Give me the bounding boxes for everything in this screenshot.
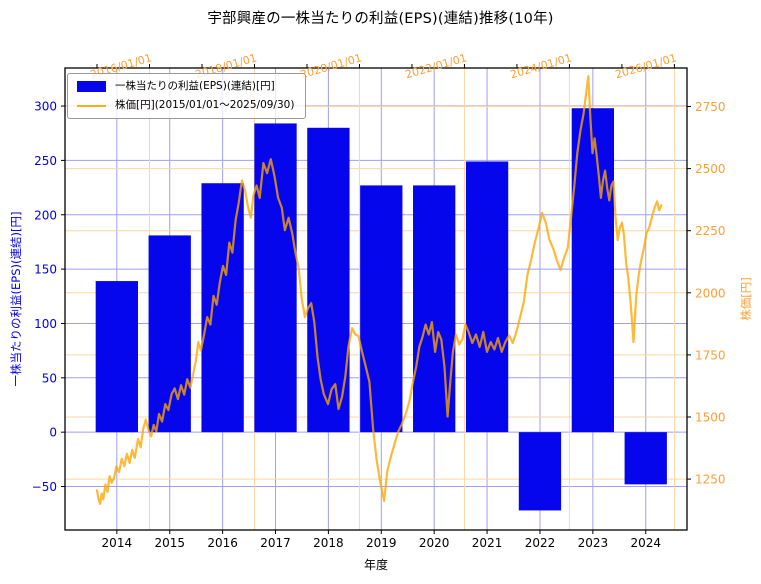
right-tick-label-1250: 1250 (695, 473, 726, 487)
left-tick-label-150: 150 (34, 263, 57, 277)
bottom-tick-label-2019: 2019 (366, 536, 397, 550)
chart-title: 宇部興産の一株当たりの利益(EPS)(連結)推移(10年) (207, 11, 554, 27)
eps-bar-2022 (518, 432, 562, 511)
left-tick-label-0: 0 (49, 426, 57, 440)
bottom-axis-label: 年度 (364, 557, 388, 572)
legend-item-eps: 一株当たりの利益(EPS)(連結)[円] (77, 80, 294, 93)
left-tick-label--50: −50 (32, 480, 57, 494)
bottom-tick-label-2021: 2021 (472, 536, 503, 550)
eps-bar-2018 (307, 127, 350, 433)
eps-bar-2014 (95, 281, 138, 433)
left-tick-label-200: 200 (34, 208, 57, 222)
right-tick-label-2750: 2750 (695, 100, 726, 114)
tick-marks (61, 64, 691, 534)
eps-bar-2020 (413, 185, 456, 433)
bottom-tick-label-2018: 2018 (313, 536, 344, 550)
legend-eps-label: 一株当たりの利益(EPS)(連結)[円] (115, 80, 275, 92)
legend-line-swatch (77, 104, 106, 107)
bottom-tick-label-2016: 2016 (207, 536, 238, 550)
bottom-tick-label-2022: 2022 (525, 536, 556, 550)
right-tick-label-1500: 1500 (695, 410, 726, 424)
bottom-tick-label-2020: 2020 (419, 536, 450, 550)
top-tick-label-2020: 2020/01/01 (299, 51, 364, 81)
eps-bar-2024 (624, 432, 667, 485)
stock-price-line (95, 75, 663, 505)
bottom-tick-label-2017: 2017 (260, 536, 291, 550)
eps-bar-2016 (201, 183, 244, 433)
legend-bar-swatch (77, 81, 106, 93)
eps-bar-2019 (360, 185, 403, 433)
bottom-tick-label-2014: 2014 (102, 536, 133, 550)
top-tick-label-2022: 2022/01/01 (404, 51, 469, 81)
eps-bar-2017 (254, 123, 297, 433)
legend-stock-label: 株価[円](2015/01/01～2025/09/30) (115, 99, 295, 112)
eps-bar-2023 (571, 108, 615, 433)
right-tick-label-1750: 1750 (695, 348, 726, 362)
eps-bar-2021 (465, 161, 509, 433)
left-tick-label-250: 250 (34, 154, 57, 168)
plot-frame (64, 67, 688, 531)
right-tick-label-2000: 2000 (695, 286, 726, 300)
left-tick-label-300: 300 (34, 100, 57, 114)
eps-bars (95, 108, 667, 511)
left-tick-label-100: 100 (34, 317, 57, 331)
legend: 一株当たりの利益(EPS)(連結)[円] 株価[円](2015/01/01～20… (67, 73, 307, 120)
bottom-tick-label-2023: 2023 (578, 536, 609, 550)
bottom-tick-label-2024: 2024 (630, 536, 661, 550)
right-tick-label-2500: 2500 (695, 162, 726, 176)
legend-item-stock: 株価[円](2015/01/01～2025/09/30) (77, 99, 294, 112)
left-axis-label: 一株当たりの利益(EPS)(連結)[円] (9, 212, 23, 387)
right-tick-label-2250: 2250 (695, 224, 726, 238)
top-tick-label-2024: 2024/01/01 (509, 51, 574, 81)
right-axis-label: 株価[円] (739, 277, 753, 320)
left-tick-label-50: 50 (42, 371, 57, 385)
bottom-tick-label-2015: 2015 (154, 536, 185, 550)
